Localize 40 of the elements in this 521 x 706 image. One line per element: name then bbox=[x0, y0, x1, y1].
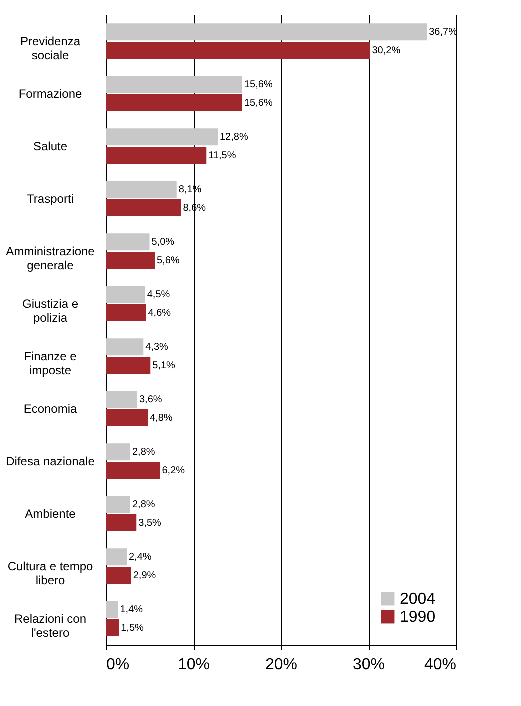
y-tick-label: Cultura e tempo libero bbox=[8, 559, 94, 588]
data-label: 3,6% bbox=[140, 394, 162, 406]
y-tick-label: Trasporti bbox=[27, 192, 74, 206]
data-label: 5,1% bbox=[152, 360, 176, 372]
data-label: 4,6% bbox=[148, 308, 172, 319]
y-tick-label: Amministrazione generale bbox=[6, 244, 96, 272]
legend-label: 1990 bbox=[400, 609, 436, 626]
data-label: 2,8% bbox=[132, 500, 156, 511]
x-tick-label: 30% bbox=[352, 656, 386, 674]
data-label: 2,9% bbox=[133, 570, 156, 582]
x-tick-label: 10% bbox=[178, 656, 210, 674]
y-tick-label: Formazione bbox=[18, 86, 83, 101]
y-tick-label: Finanze e imposte bbox=[24, 349, 78, 378]
data-label: 2,8% bbox=[132, 447, 156, 458]
x-tick-label: 40% bbox=[424, 656, 456, 674]
y-tick-label: Ambiente bbox=[25, 506, 76, 521]
data-label: 4,8% bbox=[150, 412, 173, 424]
y-tick-label: Relazioni con l'estero bbox=[14, 612, 87, 640]
y-tick-label: Economia bbox=[24, 402, 78, 416]
data-label: 15,6% bbox=[244, 80, 273, 91]
data-label: 1,5% bbox=[121, 622, 144, 634]
data-label: 11,5% bbox=[208, 150, 236, 162]
data-label: 5,6% bbox=[157, 255, 180, 266]
y-tick-label: Salute bbox=[33, 139, 68, 154]
data-label: 6,2% bbox=[162, 465, 186, 476]
x-tick-label: 20% bbox=[265, 656, 298, 674]
y-tick-label: Difesa nazionale bbox=[6, 454, 96, 468]
data-label: 12,8% bbox=[220, 132, 248, 144]
data-label: 2,4% bbox=[129, 552, 152, 564]
data-label: 30,2% bbox=[372, 45, 401, 56]
x-tick-label: 0% bbox=[106, 656, 130, 674]
data-label: 4,3% bbox=[146, 342, 169, 354]
y-tick-label: Previdenza sociale bbox=[20, 34, 81, 62]
data-label: 3,5% bbox=[138, 518, 162, 529]
data-label: 4,5% bbox=[147, 290, 170, 301]
data-label: 15,6% bbox=[244, 98, 273, 109]
data-label: 5,0% bbox=[152, 237, 175, 248]
data-label: 1,4% bbox=[120, 604, 144, 616]
y-tick-label: Giustizia e polizia bbox=[22, 296, 79, 325]
legend-label: 2004 bbox=[400, 591, 436, 608]
